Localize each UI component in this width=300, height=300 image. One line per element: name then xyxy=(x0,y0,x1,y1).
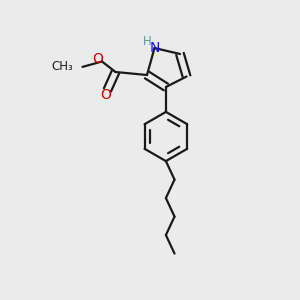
Text: H: H xyxy=(143,35,152,48)
Text: O: O xyxy=(100,88,111,102)
Text: CH₃: CH₃ xyxy=(51,60,73,73)
Text: N: N xyxy=(149,41,160,55)
Text: O: O xyxy=(92,52,103,66)
